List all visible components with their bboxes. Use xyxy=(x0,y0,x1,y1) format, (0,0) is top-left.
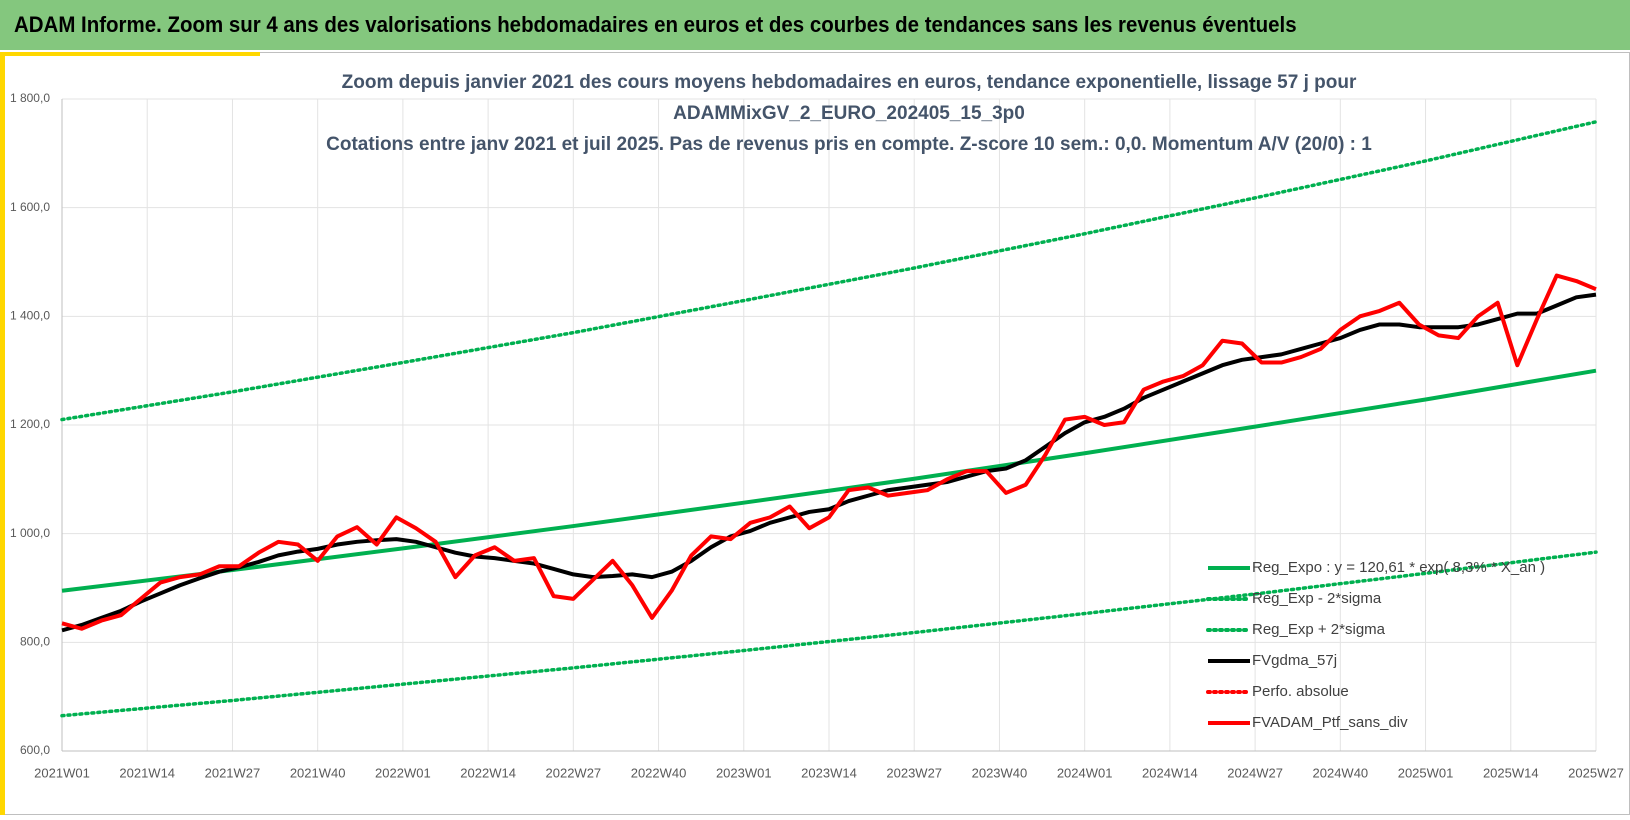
legend-label: FVADAM_Ptf_sans_div xyxy=(1252,714,1408,731)
y-tick-label: 1 400,0 xyxy=(10,309,50,323)
series-line xyxy=(60,550,1598,718)
series-layer xyxy=(60,120,1598,718)
accent-bar xyxy=(0,52,5,815)
x-tick-label: 2023W27 xyxy=(886,765,942,780)
legend-label: Reg_Exp + 2*sigma xyxy=(1252,621,1386,638)
x-tick-label: 2021W01 xyxy=(34,765,90,780)
y-tick-label: 800,0 xyxy=(20,635,50,649)
accent-bar xyxy=(0,52,260,56)
x-tick-label: 2024W27 xyxy=(1227,765,1283,780)
x-tick-label: 2023W01 xyxy=(716,765,772,780)
x-tick-label: 2022W27 xyxy=(546,765,602,780)
x-tick-label: 2023W14 xyxy=(801,765,857,780)
y-tick-label: 1 600,0 xyxy=(10,200,50,214)
series-line xyxy=(60,120,1598,422)
x-tick-label: 2025W27 xyxy=(1568,765,1624,780)
x-tick-label: 2024W40 xyxy=(1313,765,1369,780)
y-tick-label: 1 000,0 xyxy=(10,526,50,540)
x-tick-label: 2025W01 xyxy=(1398,765,1454,780)
x-tick-label: 2021W40 xyxy=(290,765,346,780)
chart-title: Cotations entre janv 2021 et juil 2025. … xyxy=(326,134,1372,155)
x-tick-label: 2022W14 xyxy=(460,765,516,780)
chart: Zoom depuis janvier 2021 des cours moyen… xyxy=(0,52,1630,815)
x-tick-label: 2021W14 xyxy=(119,765,175,780)
chart-border xyxy=(0,52,1630,815)
y-tick-label: 600,0 xyxy=(20,743,50,757)
x-tick-label: 2022W01 xyxy=(375,765,431,780)
x-tick-label: 2021W27 xyxy=(205,765,261,780)
grid xyxy=(61,98,1597,752)
chart-title: Zoom depuis janvier 2021 des cours moyen… xyxy=(342,72,1357,93)
x-tick-label: 2025W14 xyxy=(1483,765,1539,780)
header-title: ADAM Informe. Zoom sur 4 ans des valoris… xyxy=(14,12,1297,37)
y-tick-label: 1 800,0 xyxy=(10,91,50,105)
header-bar: ADAM Informe. Zoom sur 4 ans des valoris… xyxy=(0,0,1630,50)
legend-label: Reg_Expo : y = 120,61 * exp( 8,3% * X_an… xyxy=(1252,559,1545,576)
legend-label: Reg_Exp - 2*sigma xyxy=(1252,590,1382,607)
series-line xyxy=(61,292,1597,633)
x-tick-label: 2023W40 xyxy=(972,765,1028,780)
legend-label: Perfo. absolue xyxy=(1252,683,1349,700)
series-line xyxy=(61,273,1597,631)
x-tick-label: 2024W14 xyxy=(1142,765,1198,780)
chart-frame: Zoom depuis janvier 2021 des cours moyen… xyxy=(0,50,1630,815)
legend-label: FVgdma_57j xyxy=(1252,652,1337,669)
labels-layer: Zoom depuis janvier 2021 des cours moyen… xyxy=(10,72,1624,780)
x-tick-label: 2024W01 xyxy=(1057,765,1113,780)
y-tick-label: 1 200,0 xyxy=(10,417,50,431)
x-tick-label: 2022W40 xyxy=(631,765,687,780)
chart-title: ADAMMixGV_2_EURO_202405_15_3p0 xyxy=(673,103,1025,124)
